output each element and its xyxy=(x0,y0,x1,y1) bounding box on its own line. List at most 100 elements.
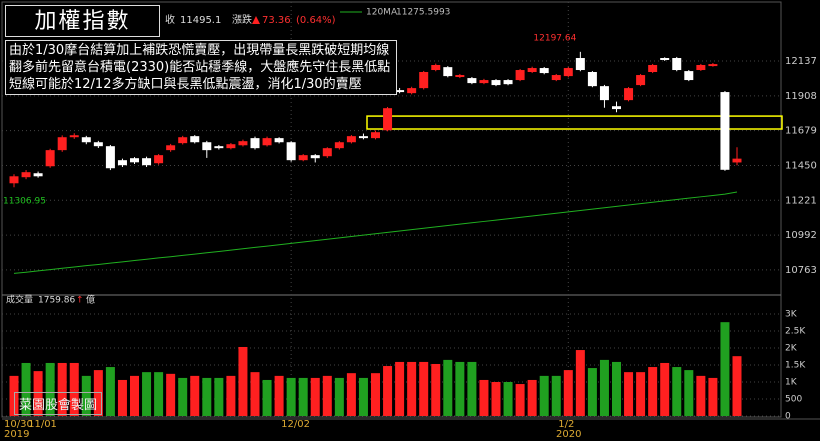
volume-bar xyxy=(660,362,670,416)
candle-body xyxy=(45,150,55,167)
volume-bar xyxy=(358,377,368,416)
annotation-line: 短線可能於12/12多方缺口與長黑低點震盪，消化1/30的賣壓 xyxy=(9,77,362,92)
volume-bar xyxy=(69,362,79,416)
volume-bar xyxy=(648,367,658,416)
volume-bar xyxy=(696,375,706,416)
volume-bar xyxy=(214,377,224,416)
candle-body xyxy=(455,75,465,78)
candle-body xyxy=(33,173,43,177)
volume-bar xyxy=(202,377,212,416)
legend-name: 120MA xyxy=(366,8,398,18)
candle-body xyxy=(443,67,453,77)
candle-body xyxy=(732,158,742,163)
change-value: 73.36 xyxy=(262,15,291,26)
volume-bar xyxy=(117,379,127,416)
candle-body xyxy=(672,58,682,71)
x-tick-label: 12/02 xyxy=(281,419,310,430)
y-tick-label: 11679 xyxy=(785,126,817,137)
candle-body xyxy=(684,71,694,81)
candle-body xyxy=(334,142,344,149)
volume-bar xyxy=(624,372,634,416)
candle-body xyxy=(346,136,356,143)
candle-body xyxy=(93,142,103,147)
volume-bar xyxy=(45,362,55,416)
annotation-line: 由於1/30摩台結算加上補跌恐慌賣壓，出現帶量長黑跌破短期均線 xyxy=(9,43,390,58)
candle-body xyxy=(491,80,501,86)
candle-body xyxy=(479,80,489,84)
volume-bar xyxy=(105,367,115,416)
candle-body xyxy=(226,144,236,149)
volume-bar xyxy=(515,384,525,416)
candle-body xyxy=(407,88,417,94)
y-tick-label: 2K xyxy=(785,344,798,354)
candle-body xyxy=(720,92,730,170)
y-tick-label: 11908 xyxy=(785,91,817,102)
candle-body xyxy=(190,136,200,143)
candle-body xyxy=(178,137,188,144)
candle-body xyxy=(563,68,573,77)
candle-body xyxy=(166,145,176,151)
candle-body xyxy=(21,172,31,178)
volume-bar xyxy=(539,375,549,416)
x-tick-label: 11/01 xyxy=(28,419,57,430)
volume-bar xyxy=(575,350,585,416)
volume-last: 1759.86 xyxy=(38,296,75,306)
candle-body xyxy=(696,65,706,71)
candle-body xyxy=(648,65,658,73)
candle-body xyxy=(527,68,537,73)
volume-bar xyxy=(479,379,489,416)
volume-bar xyxy=(93,370,103,416)
change-label: 漲跌 xyxy=(232,13,252,26)
candle-body xyxy=(250,138,260,149)
volume-bar xyxy=(419,361,429,416)
candle-body xyxy=(117,160,127,166)
ma-line xyxy=(13,191,738,274)
volume-bar xyxy=(684,370,694,416)
candle-body xyxy=(612,106,621,110)
annotation-line: 翻多前先留意台積電(2330)能否站穩季線，大盤應先守住長黑低點 xyxy=(9,60,391,75)
volume-bar xyxy=(190,375,200,416)
candle-body xyxy=(587,72,597,87)
candle-body xyxy=(214,146,224,149)
volume-bar xyxy=(599,359,609,416)
candle-body xyxy=(660,58,670,60)
volume-bar xyxy=(262,379,272,416)
watermark: 菜園股會製圖 xyxy=(14,392,103,415)
volume-bar xyxy=(467,361,477,416)
y-tick-label: 1.5K xyxy=(785,361,806,371)
volume-bar xyxy=(383,366,393,416)
volume-bar xyxy=(551,375,561,416)
candle-body xyxy=(624,88,634,101)
volume-unit: 億 xyxy=(86,294,95,306)
up-arrow xyxy=(252,16,260,24)
candle-body xyxy=(81,137,91,143)
candle-body xyxy=(395,90,405,93)
candle-body xyxy=(9,176,19,184)
volume-bar xyxy=(322,375,332,416)
volume-label: 成交量 xyxy=(6,294,33,306)
candle-body xyxy=(57,137,67,151)
change-pct: (0.64%) xyxy=(296,15,336,26)
volume-bar xyxy=(371,373,380,416)
volume-bar xyxy=(346,373,356,416)
year-label: 2020 xyxy=(556,429,581,440)
candle-body xyxy=(515,70,525,81)
candle-body xyxy=(262,138,272,146)
volume-bar xyxy=(21,362,31,416)
volume-bar xyxy=(720,322,730,416)
candle-body xyxy=(69,135,79,138)
volume-bar xyxy=(636,372,646,416)
volume-bar xyxy=(334,377,344,416)
volume-bar xyxy=(503,382,513,416)
volume-bar xyxy=(732,356,742,416)
y-tick-label: 10992 xyxy=(785,230,817,241)
candle-body xyxy=(708,64,718,67)
low-label: 11306.95 xyxy=(3,197,46,207)
year-label: 2019 xyxy=(4,429,29,440)
y-tick-label: 1K xyxy=(785,378,798,388)
volume-bar xyxy=(407,361,417,416)
y-tick-label: 0 xyxy=(785,412,791,422)
candle-body xyxy=(322,148,332,157)
volume-bar xyxy=(166,373,176,416)
y-tick-label: 11450 xyxy=(785,160,817,171)
